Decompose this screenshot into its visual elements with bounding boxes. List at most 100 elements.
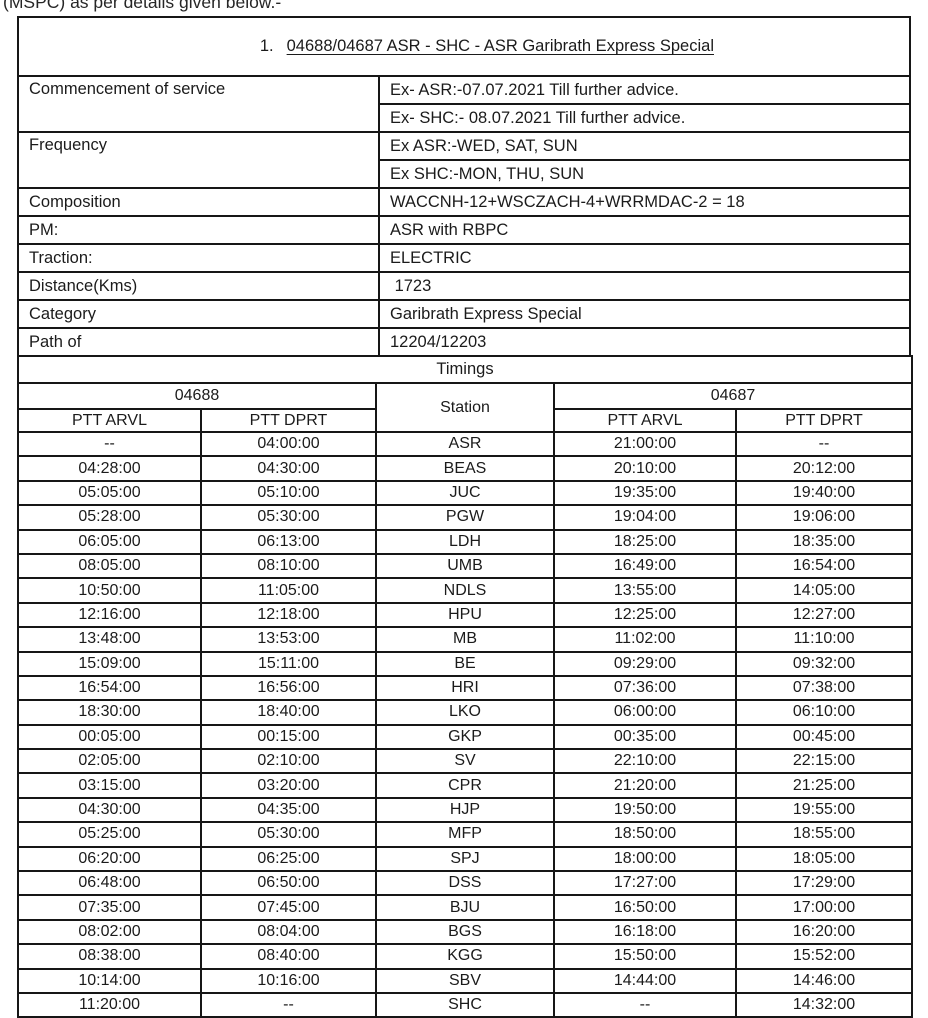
down-arvl-cell: 05:25:00: [17, 821, 202, 848]
up-dprt-cell: 18:55:00: [734, 821, 914, 848]
station-cell: MB: [375, 626, 555, 653]
down-arvl-cell: 06:48:00: [17, 870, 202, 897]
station-cell: KGG: [375, 943, 555, 970]
up-dprt-cell: 06:10:00: [734, 699, 914, 726]
details-row: Traction: ELECTRIC: [17, 243, 911, 273]
train-number-down: 04688: [17, 382, 377, 410]
down-arvl-cell: 02:05:00: [17, 748, 202, 775]
down-dprt-cell: 10:16:00: [200, 967, 377, 995]
timings-row: 06:05:00 06:13:00 LDH 18:25:00 18:35:00: [17, 528, 914, 555]
up-dprt-cell: 12:27:00: [734, 601, 914, 629]
detail-label: Category: [17, 299, 380, 329]
down-dprt-cell: 05:10:00: [200, 479, 377, 507]
down-arvl-cell: 04:30:00: [17, 796, 202, 824]
down-dprt-cell: 16:56:00: [200, 674, 377, 702]
detail-value: 1723: [378, 271, 911, 301]
station-cell: SBV: [375, 967, 555, 995]
station-cell: GKP: [375, 723, 555, 751]
detail-value: ELECTRIC: [378, 243, 911, 273]
down-arvl-cell: 08:38:00: [17, 943, 202, 970]
up-arvl-cell: 16:18:00: [553, 918, 737, 946]
station-cell: HRI: [375, 674, 555, 702]
timings-row: 04:28:00 04:30:00 BEAS 20:10:00 20:12:00: [17, 455, 914, 482]
details-body: Commencement of service Ex- ASR:-07.07.20…: [17, 75, 911, 357]
detail-label: Frequency: [17, 131, 380, 189]
station-cell: BGS: [375, 918, 555, 946]
up-arvl-cell: 13:55:00: [553, 577, 737, 604]
down-dprt-cell: 12:18:00: [200, 601, 377, 629]
detail-value: WACCNH-12+WSCZACH-4+WRRMDAC-2 = 18: [378, 187, 911, 217]
up-arvl-cell: 15:50:00: [553, 943, 737, 970]
down-dprt-cell: 15:11:00: [200, 650, 377, 677]
up-arvl-cell: 18:00:00: [553, 845, 737, 873]
up-arvl-cell: --: [553, 991, 737, 1018]
down-dprt-cell: 13:53:00: [200, 626, 377, 653]
station-cell: JUC: [375, 479, 555, 507]
up-arvl-cell: 00:35:00: [553, 723, 737, 751]
down-dprt-cell: 11:05:00: [200, 577, 377, 604]
up-dprt-cell: 19:40:00: [734, 479, 914, 507]
up-arvl-cell: 19:50:00: [553, 796, 737, 824]
down-dprt-cell: 06:25:00: [200, 845, 377, 873]
down-arvl-cell: 18:30:00: [17, 699, 202, 726]
up-arvl-cell: 22:10:00: [553, 748, 737, 775]
down-arvl-cell: 05:28:00: [17, 504, 202, 531]
details-row: Frequency Ex ASR:-WED, SAT, SUN: [17, 131, 911, 189]
train-numbers-row: 04688 Station 04687: [17, 382, 914, 433]
up-dprt-cell: 18:35:00: [734, 528, 914, 555]
down-dprt-cell: 04:30:00: [200, 455, 377, 482]
up-arvl-cell: 14:44:00: [553, 967, 737, 995]
down-arvl-cell: 03:15:00: [17, 772, 202, 799]
down-dprt-cell: 06:13:00: [200, 528, 377, 555]
station-cell: DSS: [375, 870, 555, 897]
down-arvl-cell: 12:16:00: [17, 601, 202, 629]
train-number-up: 04687: [552, 382, 914, 410]
page-top-note: (MSPC) as per details given below.-: [3, 0, 282, 12]
table-title: 1. 04688/04687 ASR - SHC - ASR Garibrath …: [17, 16, 911, 77]
train-notice-document: 1. 04688/04687 ASR - SHC - ASR Garibrath …: [16, 16, 914, 1018]
details-row: Category Garibrath Express Special: [17, 299, 911, 329]
up-arvl-cell: 16:50:00: [553, 894, 737, 921]
timings-title-row: Timings: [16, 355, 914, 384]
timings-row: 18:30:00 18:40:00 LKO 06:00:00 06:10:00: [17, 699, 914, 726]
down-arvl-cell: --: [17, 430, 202, 458]
up-arvl-cell: 19:35:00: [553, 479, 737, 507]
timings-row: 06:48:00 06:50:00 DSS 17:27:00 17:29:00: [17, 870, 914, 897]
station-cell: LKO: [375, 699, 555, 726]
up-dprt-cell: 11:10:00: [734, 626, 914, 653]
details-row: Distance(Kms) 1723: [17, 271, 911, 301]
timings-table: Timings 04688 Station 04687 PTT ARVL PTT…: [16, 355, 914, 1018]
station-column-header: Station: [375, 382, 555, 433]
down-dprt-cell: 05:30:00: [200, 504, 377, 531]
detail-value: ASR with RBPC: [378, 215, 911, 245]
detail-value: Ex- SHC:- 08.07.2021 Till further advice…: [378, 103, 911, 133]
down-arvl-cell: 07:35:00: [17, 894, 202, 921]
station-cell: UMB: [375, 552, 555, 580]
up-arvl-cell: 09:29:00: [553, 650, 737, 677]
timings-row: 05:25:00 05:30:00 MFP 18:50:00 18:55:00: [17, 821, 914, 848]
up-arvl-cell: 21:00:00: [553, 430, 737, 458]
timings-row: 02:05:00 02:10:00 SV 22:10:00 22:15:00: [17, 748, 914, 775]
timings-section-title: Timings: [16, 355, 914, 384]
title-row: 1. 04688/04687 ASR - SHC - ASR Garibrath …: [17, 16, 911, 77]
down-arvl-cell: 06:05:00: [17, 528, 202, 555]
down-arvl-cell: 10:14:00: [17, 967, 202, 995]
up-arvl-cell: 12:25:00: [553, 601, 737, 629]
station-cell: HJP: [375, 796, 555, 824]
station-cell: BE: [375, 650, 555, 677]
title-list-number: 1.: [259, 37, 274, 55]
timings-row: 00:05:00 00:15:00 GKP 00:35:00 00:45:00: [17, 723, 914, 751]
station-cell: SHC: [375, 991, 555, 1018]
timings-row: 08:02:00 08:04:00 BGS 16:18:00 16:20:00: [17, 918, 914, 946]
down-arvl-cell: 10:50:00: [17, 577, 202, 604]
detail-value: Garibrath Express Special: [378, 299, 911, 329]
up-dprt-cell: 20:12:00: [734, 455, 914, 482]
up-dprt-cell: 09:32:00: [734, 650, 914, 677]
station-cell: CPR: [375, 772, 555, 799]
up-dprt-cell: 14:46:00: [734, 967, 914, 995]
up-dprt-cell: 17:00:00: [734, 894, 914, 921]
up-arvl-cell: 06:00:00: [553, 699, 737, 726]
down-dprt-cell: 08:10:00: [200, 552, 377, 580]
timings-row: 16:54:00 16:56:00 HRI 07:36:00 07:38:00: [17, 674, 914, 702]
timings-body: -- 04:00:00 ASR 21:00:00 -- 04:28:00 04:30:00 B…: [17, 430, 914, 1018]
